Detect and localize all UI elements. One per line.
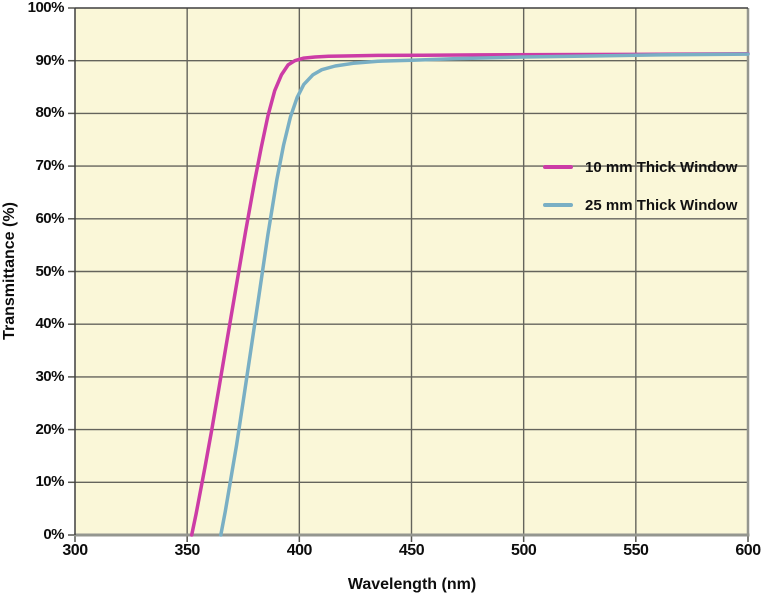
- series-curve-25mm: [219, 52, 750, 537]
- y-tick-label: 70%: [35, 157, 64, 175]
- series-curve-10mm: [189, 52, 750, 537]
- y-tick-label: 30%: [35, 367, 64, 385]
- y-tick-label: 0%: [43, 526, 64, 543]
- legend-line-10mm-icon: [543, 165, 573, 169]
- y-tick-label: 60%: [35, 209, 64, 227]
- x-tick-label: 600: [735, 542, 761, 559]
- legend-line-25mm-icon: [543, 203, 573, 207]
- legend-label-10mm: 10 mm Thick Window: [585, 158, 738, 176]
- y-tick-label: 90%: [35, 51, 64, 69]
- y-tick-label: 40%: [35, 315, 64, 333]
- legend: 10 mm Thick Window 25 mm Thick Window: [543, 153, 737, 229]
- x-tick-label: 300: [62, 542, 88, 559]
- y-tick-label: 100%: [27, 0, 65, 16]
- x-tick-label: 350: [174, 542, 201, 559]
- y-tick-label: 80%: [35, 104, 64, 122]
- legend-label-25mm: 25 mm Thick Window: [585, 196, 738, 214]
- x-tick-label: 500: [511, 542, 537, 559]
- y-tick-label: 50%: [35, 262, 64, 280]
- x-tick-label: 550: [623, 542, 649, 559]
- y-tick-label: 20%: [35, 420, 64, 438]
- x-tick-label: 450: [398, 542, 425, 559]
- legend-item-25mm: 25 mm Thick Window: [543, 191, 737, 219]
- y-tick-label: 10%: [35, 473, 64, 491]
- x-axis-title: Wavelength (nm): [347, 576, 477, 593]
- legend-item-10mm: 10 mm Thick Window: [543, 153, 737, 181]
- x-tick-label: 400: [286, 542, 313, 559]
